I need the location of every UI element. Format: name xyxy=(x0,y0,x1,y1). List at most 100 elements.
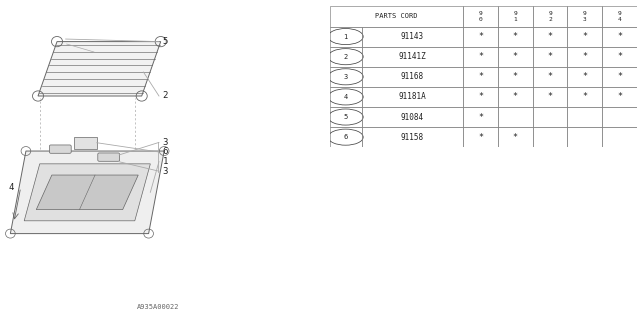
FancyBboxPatch shape xyxy=(98,153,120,161)
Bar xyxy=(330,107,362,127)
Text: *: * xyxy=(582,92,588,101)
Polygon shape xyxy=(24,164,150,221)
Bar xyxy=(568,47,602,67)
Text: 2: 2 xyxy=(163,92,168,100)
Text: *: * xyxy=(478,133,483,142)
Text: A935A00022: A935A00022 xyxy=(137,304,180,310)
Bar xyxy=(362,67,463,87)
Bar xyxy=(362,107,463,127)
Bar xyxy=(532,47,568,67)
Bar xyxy=(602,47,637,67)
Bar xyxy=(463,107,498,127)
Bar xyxy=(602,127,637,147)
Bar xyxy=(532,127,568,147)
Text: *: * xyxy=(513,92,518,101)
Text: 4: 4 xyxy=(344,94,348,100)
Bar xyxy=(568,87,602,107)
Text: 4: 4 xyxy=(8,183,14,192)
Text: 9
2: 9 2 xyxy=(548,11,552,22)
Text: 91168: 91168 xyxy=(401,72,424,81)
Text: *: * xyxy=(582,72,588,81)
Text: 3: 3 xyxy=(163,167,168,176)
Bar xyxy=(568,127,602,147)
Bar xyxy=(463,127,498,147)
Bar xyxy=(362,27,463,47)
Text: PARTS CORD: PARTS CORD xyxy=(375,13,418,20)
Polygon shape xyxy=(36,175,138,210)
Bar xyxy=(602,67,637,87)
Text: *: * xyxy=(513,52,518,61)
Bar xyxy=(498,107,532,127)
Bar xyxy=(532,87,568,107)
Text: *: * xyxy=(617,52,622,61)
Bar xyxy=(463,67,498,87)
Text: 5: 5 xyxy=(344,114,348,120)
Text: *: * xyxy=(547,72,552,81)
Bar xyxy=(568,107,602,127)
Text: 1: 1 xyxy=(163,157,168,166)
Bar xyxy=(362,87,463,107)
Bar xyxy=(330,67,362,87)
Bar xyxy=(532,67,568,87)
Bar xyxy=(602,87,637,107)
Text: 9
1: 9 1 xyxy=(513,11,517,22)
Text: 1: 1 xyxy=(344,34,348,40)
Text: 91143: 91143 xyxy=(401,32,424,41)
Text: *: * xyxy=(617,72,622,81)
Bar xyxy=(532,6,568,27)
Bar xyxy=(362,47,463,67)
Text: 3: 3 xyxy=(163,138,168,147)
Text: 9
4: 9 4 xyxy=(618,11,621,22)
Bar xyxy=(568,67,602,87)
Bar xyxy=(498,67,532,87)
Bar xyxy=(463,27,498,47)
Text: *: * xyxy=(513,133,518,142)
Text: *: * xyxy=(478,92,483,101)
Text: *: * xyxy=(547,92,552,101)
Text: 9
0: 9 0 xyxy=(479,11,483,22)
Text: *: * xyxy=(478,32,483,41)
Polygon shape xyxy=(10,151,164,234)
Text: *: * xyxy=(478,72,483,81)
Bar xyxy=(498,87,532,107)
Polygon shape xyxy=(38,42,161,96)
Bar xyxy=(330,47,362,67)
Bar xyxy=(602,107,637,127)
Bar xyxy=(330,127,362,147)
Text: *: * xyxy=(513,32,518,41)
Bar xyxy=(498,6,532,27)
Text: *: * xyxy=(582,32,588,41)
Text: *: * xyxy=(582,52,588,61)
Text: 6: 6 xyxy=(344,134,348,140)
Text: *: * xyxy=(617,32,622,41)
FancyBboxPatch shape xyxy=(49,145,71,153)
Text: 5: 5 xyxy=(163,37,168,46)
Bar xyxy=(532,27,568,47)
Text: *: * xyxy=(547,32,552,41)
Text: *: * xyxy=(547,52,552,61)
Text: 3: 3 xyxy=(344,74,348,80)
Bar xyxy=(532,107,568,127)
Text: *: * xyxy=(617,92,622,101)
Bar xyxy=(602,27,637,47)
Bar xyxy=(463,47,498,67)
Bar xyxy=(602,6,637,27)
Bar xyxy=(330,27,362,47)
Text: 2: 2 xyxy=(344,54,348,60)
Text: 91084: 91084 xyxy=(401,113,424,122)
Text: 91141Z: 91141Z xyxy=(399,52,426,61)
Text: *: * xyxy=(478,52,483,61)
Text: 91181A: 91181A xyxy=(399,92,426,101)
Bar xyxy=(74,137,97,149)
Text: 91158: 91158 xyxy=(401,133,424,142)
Bar xyxy=(463,87,498,107)
Bar xyxy=(463,6,498,27)
Bar xyxy=(568,6,602,27)
Bar xyxy=(362,127,463,147)
Text: 6: 6 xyxy=(163,148,168,156)
Bar xyxy=(498,27,532,47)
Bar xyxy=(498,127,532,147)
Bar xyxy=(568,27,602,47)
Text: *: * xyxy=(513,72,518,81)
Bar xyxy=(330,6,463,27)
